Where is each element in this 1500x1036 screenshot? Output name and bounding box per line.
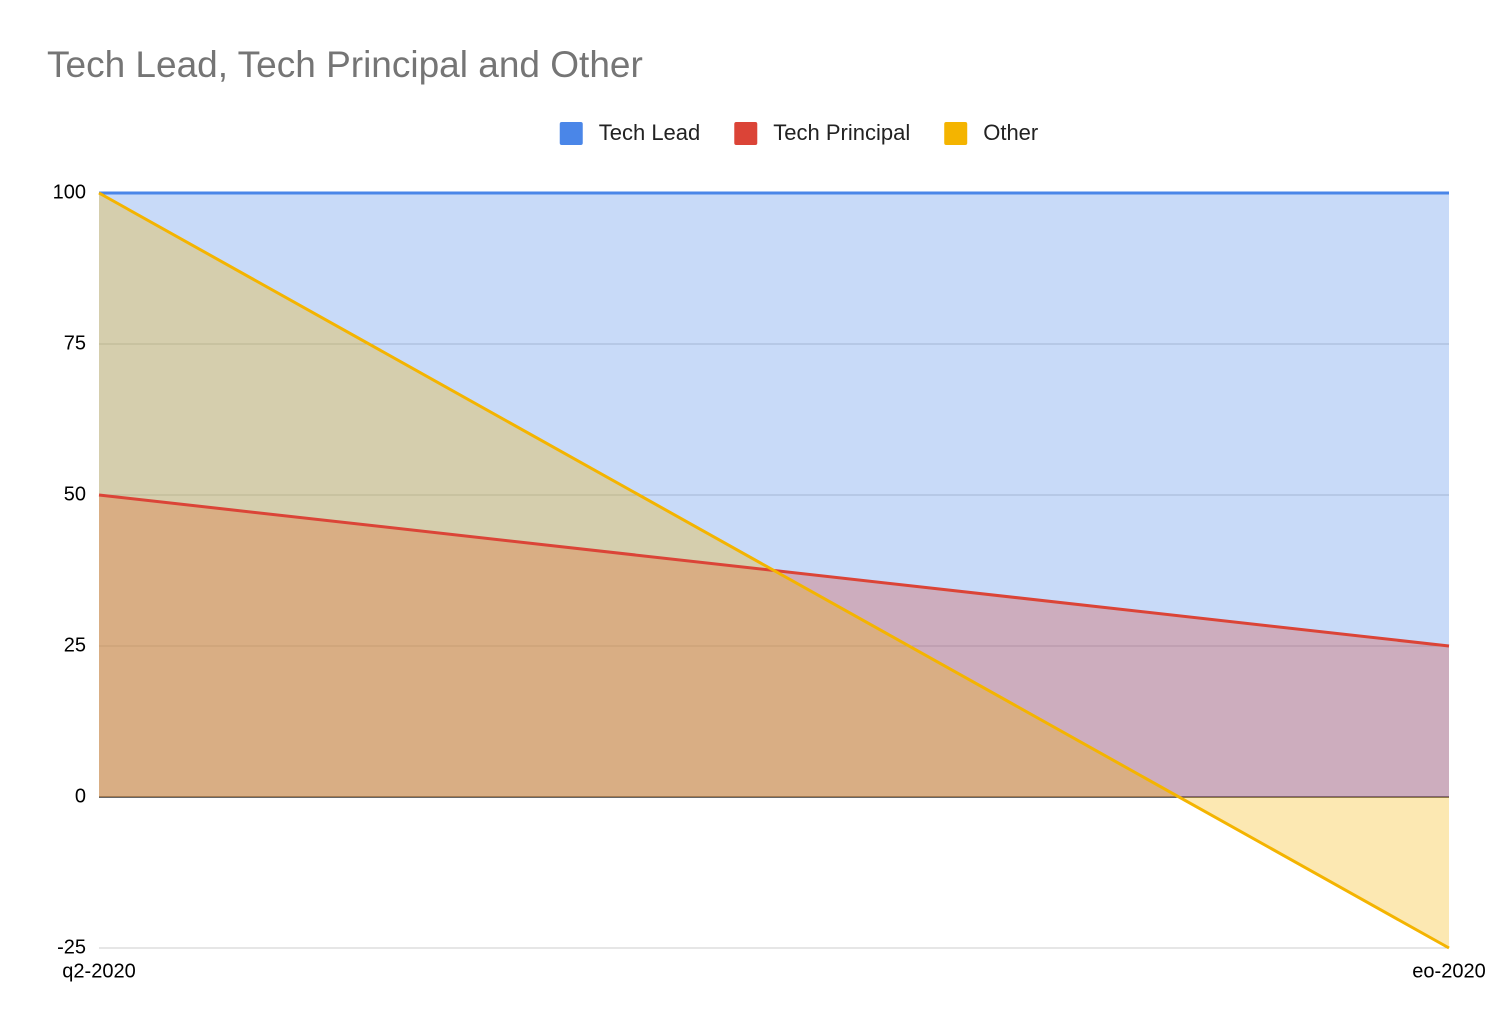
- x-tick-label: q2-2020: [62, 960, 135, 982]
- y-tick-label: 100: [53, 181, 86, 203]
- lines: [98, 191, 1450, 950]
- legend-swatch: [559, 122, 583, 145]
- y-tick-label: 75: [64, 332, 86, 354]
- area-fill: [99, 495, 1449, 797]
- legend: Tech Lead Tech Principal Other: [559, 120, 1038, 145]
- y-tick-label: -25: [57, 936, 86, 958]
- y-tick-label: 0: [75, 785, 86, 807]
- area-fill: [99, 193, 1449, 797]
- y-tick-label: 25: [64, 634, 86, 656]
- x-tick-label: eo-2020: [1412, 960, 1485, 982]
- y-tick-label: 50: [64, 483, 86, 505]
- labels: -25 0 25 50 75 100 q2-2020 eo-2020: [53, 181, 1486, 982]
- legend-label: Tech Principal: [773, 120, 910, 145]
- legend-swatch: [944, 122, 968, 145]
- chart-title: Tech Lead, Tech Principal and Other: [47, 44, 643, 85]
- legend-label: Other: [983, 120, 1038, 145]
- legend-swatch: [734, 122, 758, 145]
- line: [98, 191, 1450, 950]
- legend-label: Tech Lead: [599, 120, 701, 145]
